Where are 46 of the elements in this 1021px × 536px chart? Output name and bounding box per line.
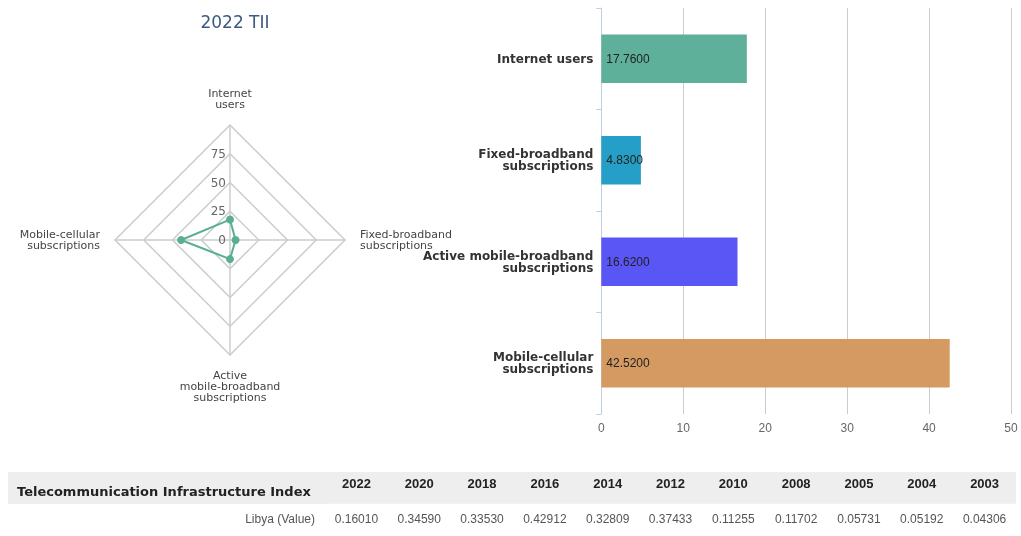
x-tick-label: 50 xyxy=(1004,421,1018,435)
x-tick-label: 10 xyxy=(676,421,691,435)
x-tick-label: 30 xyxy=(840,421,855,435)
x-tick-label: 2022 xyxy=(341,476,371,491)
x-tick-label: 2008 xyxy=(781,476,811,491)
x-tick-label: 2010 xyxy=(718,476,748,491)
x-tick-label: 2020 xyxy=(404,476,434,491)
text: Telecommunication Infrastructure Index xyxy=(17,484,312,499)
data-label: 0.05731 xyxy=(837,512,881,526)
data-label: 0.16010 xyxy=(334,512,379,526)
y-tick-label: Mobile-cellular subscriptions xyxy=(493,350,594,377)
x-tick-label: 2003 xyxy=(970,476,1000,491)
bar xyxy=(601,34,747,84)
y-tick-label: Active mobile-broadband subscriptions xyxy=(422,248,594,275)
chart-title: 2022 TII xyxy=(200,11,270,32)
data-label: 0.33530 xyxy=(460,512,505,526)
spoke-label: Mobile-cellular subscriptions xyxy=(19,228,101,252)
y-tick-label: Libya (Value) xyxy=(245,512,315,526)
data-label: 0.32809 xyxy=(585,512,630,526)
x-tick-label: 2018 xyxy=(467,476,497,491)
x-tick-label: 0 xyxy=(597,421,605,435)
data-label: 0.34590 xyxy=(397,512,442,526)
x-tick-label: 2004 xyxy=(907,476,937,491)
x-tick-label: 40 xyxy=(922,421,937,435)
data-label: 0.11255 xyxy=(712,512,755,526)
x-tick-label: 20 xyxy=(758,421,773,435)
y-tick-label: Internet users xyxy=(497,51,594,66)
x-tick-label: 2016 xyxy=(530,476,560,491)
data-label: 0.42912 xyxy=(523,512,567,526)
y-tick-label: 75 xyxy=(210,146,226,161)
x-tick-label: 2005 xyxy=(844,476,874,491)
data-label: 17.7600 xyxy=(606,51,651,66)
y-tick-label: Fixed-broadband subscriptions xyxy=(478,147,594,174)
data-label: 42.5200 xyxy=(606,356,651,371)
data-label: 0.05192 xyxy=(900,512,944,526)
x-tick-label: 2014 xyxy=(593,476,623,491)
data-label: 0.37433 xyxy=(648,512,693,526)
y-tick-label: 50 xyxy=(210,175,226,190)
bar xyxy=(601,338,950,388)
bar xyxy=(601,237,738,287)
x-tick-label: 2012 xyxy=(656,476,685,491)
data-label: 16.6200 xyxy=(606,254,651,269)
data-label: 0.11702 xyxy=(774,512,818,526)
y-tick-label: 25 xyxy=(210,204,226,219)
data-label: 0.04306 xyxy=(962,512,1007,526)
y-tick-label: 0 xyxy=(218,233,226,247)
